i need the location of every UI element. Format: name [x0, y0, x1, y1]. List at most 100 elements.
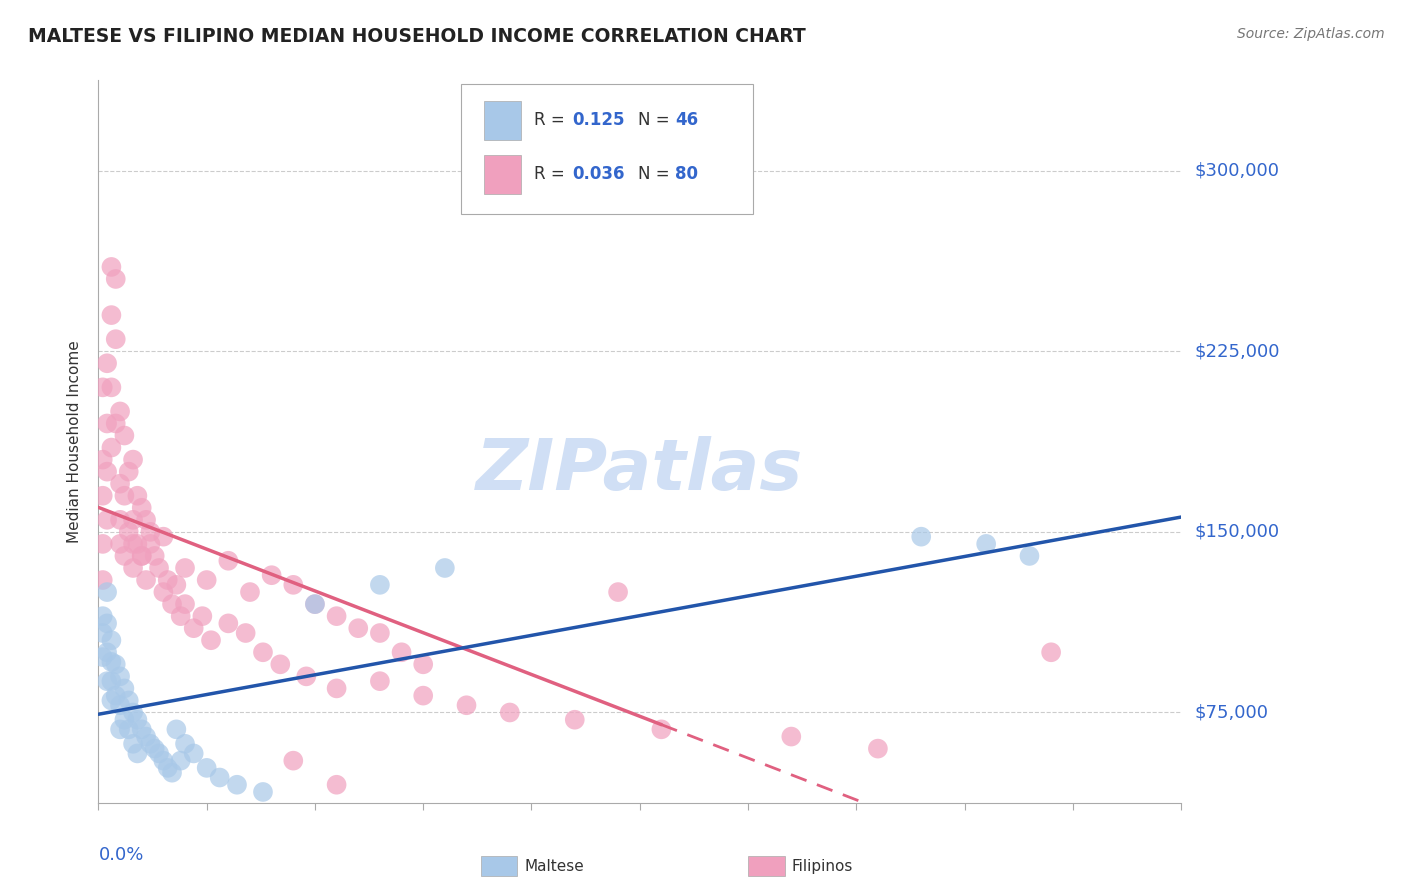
- Point: [127, 537, 149, 551]
- Point: [100, 693, 122, 707]
- Point: [91, 452, 114, 467]
- Point: [135, 513, 157, 527]
- Point: [156, 761, 179, 775]
- Point: [170, 609, 193, 624]
- Point: [96, 417, 118, 431]
- Point: [96, 356, 118, 370]
- Point: [148, 747, 170, 761]
- Point: [139, 737, 162, 751]
- Point: [866, 741, 889, 756]
- Text: $150,000: $150,000: [1195, 523, 1279, 541]
- Point: [304, 597, 326, 611]
- Point: [96, 513, 118, 527]
- Point: [135, 730, 157, 744]
- Point: [104, 689, 127, 703]
- Point: [260, 568, 283, 582]
- Point: [252, 785, 274, 799]
- Text: $300,000: $300,000: [1195, 161, 1279, 179]
- Point: [412, 657, 434, 672]
- Point: [183, 747, 205, 761]
- Text: $75,000: $75,000: [1195, 704, 1270, 722]
- Point: [91, 380, 114, 394]
- Point: [183, 621, 205, 635]
- Point: [165, 578, 187, 592]
- Point: [217, 616, 239, 631]
- Point: [139, 537, 162, 551]
- Point: [143, 549, 166, 563]
- Point: [118, 723, 141, 737]
- Point: [564, 713, 586, 727]
- Point: [174, 737, 197, 751]
- Point: [108, 476, 131, 491]
- Point: [91, 537, 114, 551]
- Point: [108, 669, 131, 683]
- Point: [96, 674, 118, 689]
- Point: [108, 513, 131, 527]
- Point: [131, 500, 153, 515]
- Point: [780, 730, 803, 744]
- Point: [239, 585, 262, 599]
- Point: [91, 609, 114, 624]
- Point: [104, 332, 127, 346]
- Point: [283, 754, 305, 768]
- Point: [195, 573, 218, 587]
- Point: [269, 657, 291, 672]
- Point: [139, 524, 162, 539]
- Point: [456, 698, 478, 713]
- Text: Source: ZipAtlas.com: Source: ZipAtlas.com: [1237, 27, 1385, 41]
- Point: [108, 404, 131, 418]
- Point: [96, 465, 118, 479]
- Point: [252, 645, 274, 659]
- Point: [104, 272, 127, 286]
- Point: [100, 674, 122, 689]
- Point: [91, 573, 114, 587]
- Point: [131, 549, 153, 563]
- Point: [122, 537, 145, 551]
- Text: ZIPatlas: ZIPatlas: [477, 436, 803, 505]
- Point: [152, 754, 174, 768]
- Point: [108, 723, 131, 737]
- Point: [100, 260, 122, 274]
- Point: [325, 681, 347, 696]
- Point: [160, 765, 183, 780]
- Point: [347, 621, 370, 635]
- Text: MALTESE VS FILIPINO MEDIAN HOUSEHOLD INCOME CORRELATION CHART: MALTESE VS FILIPINO MEDIAN HOUSEHOLD INC…: [28, 27, 806, 45]
- Point: [112, 681, 135, 696]
- Point: [100, 380, 122, 394]
- Text: 80: 80: [675, 166, 699, 184]
- Text: 0.036: 0.036: [572, 166, 626, 184]
- Point: [108, 698, 131, 713]
- Text: N =: N =: [637, 166, 675, 184]
- Point: [191, 609, 214, 624]
- Point: [100, 655, 122, 669]
- Point: [100, 308, 122, 322]
- Point: [96, 585, 118, 599]
- Text: Filipinos: Filipinos: [792, 859, 853, 873]
- Point: [131, 549, 153, 563]
- Point: [91, 626, 114, 640]
- Point: [96, 645, 118, 659]
- Point: [499, 706, 522, 720]
- Point: [108, 537, 131, 551]
- Point: [143, 741, 166, 756]
- Point: [650, 723, 672, 737]
- Point: [135, 573, 157, 587]
- Point: [112, 428, 135, 442]
- FancyBboxPatch shape: [484, 154, 520, 194]
- Point: [412, 689, 434, 703]
- Point: [174, 597, 197, 611]
- Text: 46: 46: [675, 112, 699, 129]
- Point: [235, 626, 257, 640]
- Point: [195, 761, 218, 775]
- Point: [112, 489, 135, 503]
- Text: $225,000: $225,000: [1195, 343, 1281, 360]
- Point: [127, 747, 149, 761]
- Point: [160, 597, 183, 611]
- Text: N =: N =: [637, 112, 675, 129]
- Point: [170, 754, 193, 768]
- Point: [1018, 549, 1040, 563]
- Point: [217, 554, 239, 568]
- Point: [91, 650, 114, 665]
- Point: [152, 585, 174, 599]
- Point: [122, 737, 145, 751]
